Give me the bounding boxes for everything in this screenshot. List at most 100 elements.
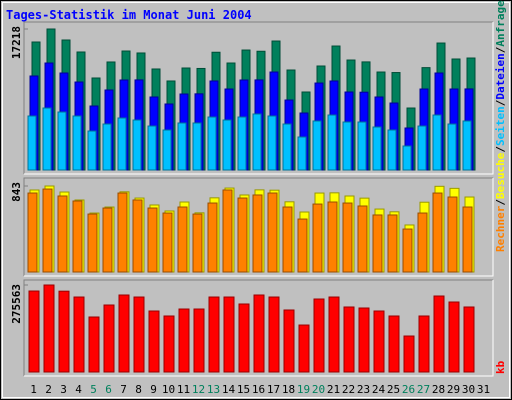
bar xyxy=(298,324,310,373)
bar xyxy=(343,306,355,373)
bar xyxy=(192,122,202,171)
bar xyxy=(102,207,113,273)
panel-border xyxy=(23,21,493,174)
legend-entry: Besuche xyxy=(494,152,507,199)
x-tick-label: 23 xyxy=(357,383,370,396)
bar xyxy=(207,116,217,171)
bar xyxy=(43,284,55,373)
bar xyxy=(223,296,235,373)
x-tick-label: 24 xyxy=(372,383,386,396)
x-tick-label: 10 xyxy=(162,383,175,396)
bar xyxy=(402,228,413,273)
bar xyxy=(388,315,400,373)
bar xyxy=(42,107,52,171)
x-tick-label: 15 xyxy=(237,383,250,396)
bar xyxy=(372,126,382,171)
bar xyxy=(208,296,220,373)
bar xyxy=(328,296,340,373)
bar xyxy=(342,202,353,273)
bar xyxy=(312,203,323,273)
y-tick-label: 275563 xyxy=(10,284,23,324)
x-tick-label: 20 xyxy=(312,383,325,396)
x-tick-label: 17 xyxy=(267,383,280,396)
bar xyxy=(432,192,443,273)
x-tick-label: 22 xyxy=(342,383,355,396)
panel-border xyxy=(23,279,493,376)
x-tick-label: 5 xyxy=(90,383,97,396)
x-tick-label: 25 xyxy=(387,383,400,396)
bar xyxy=(327,201,338,273)
bar xyxy=(118,294,130,373)
bar xyxy=(462,206,473,273)
x-tick-label: 1 xyxy=(30,383,37,396)
bar xyxy=(177,206,188,273)
x-tick-label: 19 xyxy=(297,383,310,396)
y-tick-label: 17218 xyxy=(10,26,23,59)
bar xyxy=(387,129,397,171)
x-tick-label: 4 xyxy=(75,383,82,396)
bar xyxy=(463,306,475,373)
x-tick-label: 18 xyxy=(282,383,295,396)
x-tick-label: 30 xyxy=(462,383,475,396)
x-tick-label: 8 xyxy=(135,383,142,396)
bar xyxy=(462,120,472,171)
x-tick-label: 13 xyxy=(207,383,220,396)
x-tick-label: 28 xyxy=(432,383,445,396)
bar xyxy=(88,316,100,373)
y-tick-label: 843 xyxy=(10,182,23,202)
bar xyxy=(87,130,97,171)
bar xyxy=(432,114,442,171)
legend: Rechner/Besuche/Seiten/Dateien/Anfragen xyxy=(494,0,507,252)
bar xyxy=(447,123,457,171)
legend-entry: Dateien xyxy=(494,53,507,99)
bar xyxy=(357,121,367,171)
panel-border xyxy=(23,177,493,276)
bar xyxy=(327,114,337,171)
bar xyxy=(238,303,250,373)
bar xyxy=(268,296,280,373)
panel-border xyxy=(24,178,494,277)
bar xyxy=(178,308,190,373)
x-tick-label: 6 xyxy=(105,383,112,396)
bar xyxy=(57,111,67,171)
bar xyxy=(207,202,218,273)
bar xyxy=(282,206,293,273)
bar xyxy=(297,136,307,171)
bar xyxy=(42,188,53,273)
bar xyxy=(237,197,248,273)
x-tick-label: 3 xyxy=(60,383,67,396)
x-tick-label: 26 xyxy=(402,383,415,396)
bar xyxy=(252,113,262,171)
bar xyxy=(297,218,308,273)
legend-separator: / xyxy=(494,46,507,53)
bar xyxy=(132,199,143,273)
bar xyxy=(192,213,203,273)
legend-separator: / xyxy=(494,199,507,206)
bar xyxy=(237,116,247,171)
bar xyxy=(117,117,127,171)
panel-border xyxy=(24,280,494,377)
bar xyxy=(403,335,415,373)
bar xyxy=(147,125,157,171)
legend-entry: kb xyxy=(494,360,507,374)
bar xyxy=(417,212,428,273)
bar xyxy=(312,120,322,171)
x-tick-label: 21 xyxy=(327,383,340,396)
bar xyxy=(253,294,265,373)
bar xyxy=(357,205,368,273)
bar xyxy=(267,115,277,171)
bar xyxy=(447,196,458,273)
legend-entry: Anfragen xyxy=(494,0,507,47)
bar xyxy=(87,213,98,273)
bar xyxy=(163,315,175,373)
bar xyxy=(372,214,383,273)
bar xyxy=(27,192,38,273)
bar xyxy=(133,296,145,373)
bar xyxy=(117,192,128,273)
x-tick-label: 27 xyxy=(417,383,430,396)
bar xyxy=(103,304,115,373)
bar xyxy=(222,189,233,273)
x-tick-label: 12 xyxy=(192,383,205,396)
